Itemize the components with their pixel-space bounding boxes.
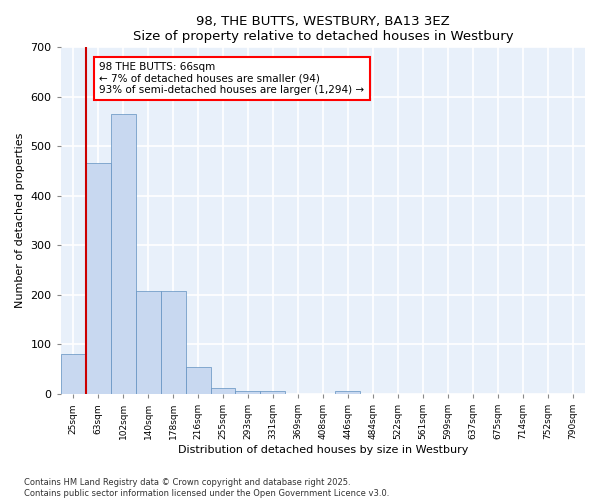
Bar — [211, 388, 235, 394]
Bar — [61, 354, 86, 394]
X-axis label: Distribution of detached houses by size in Westbury: Distribution of detached houses by size … — [178, 445, 468, 455]
Bar — [86, 164, 110, 394]
Bar — [185, 367, 211, 394]
Text: 98 THE BUTTS: 66sqm
← 7% of detached houses are smaller (94)
93% of semi-detache: 98 THE BUTTS: 66sqm ← 7% of detached hou… — [100, 62, 365, 95]
Bar — [335, 390, 361, 394]
Bar — [260, 390, 286, 394]
Bar — [110, 114, 136, 394]
Y-axis label: Number of detached properties: Number of detached properties — [15, 133, 25, 308]
Bar — [235, 390, 260, 394]
Bar — [161, 292, 185, 394]
Text: Contains HM Land Registry data © Crown copyright and database right 2025.
Contai: Contains HM Land Registry data © Crown c… — [24, 478, 389, 498]
Bar — [136, 292, 161, 394]
Title: 98, THE BUTTS, WESTBURY, BA13 3EZ
Size of property relative to detached houses i: 98, THE BUTTS, WESTBURY, BA13 3EZ Size o… — [133, 15, 513, 43]
